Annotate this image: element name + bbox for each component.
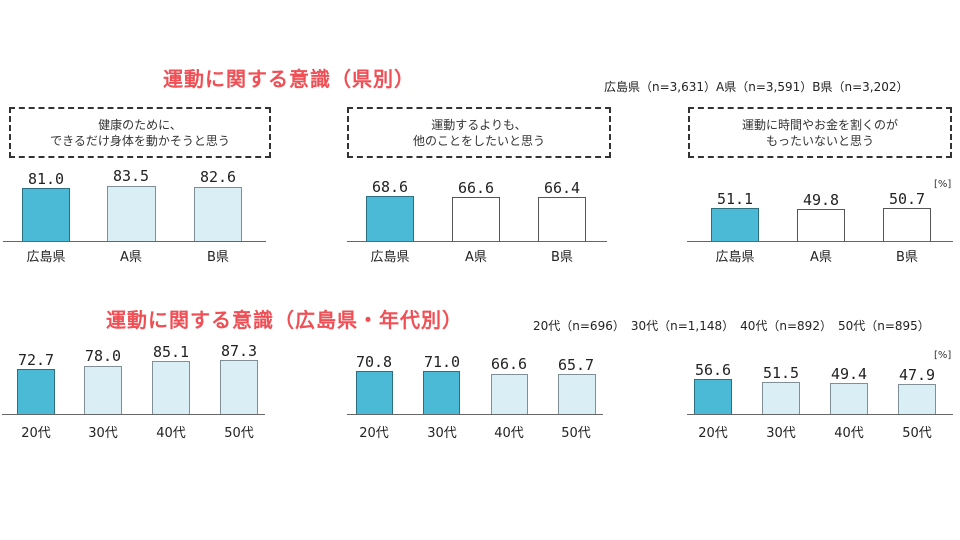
bar-40s — [830, 383, 868, 415]
bar-value: 66.6 — [490, 355, 528, 373]
baseline — [347, 414, 603, 415]
category-label: 20代 — [698, 426, 728, 441]
category-label: 50代 — [224, 426, 254, 441]
category-label: 50代 — [902, 426, 932, 441]
bar-value: 70.8 — [355, 353, 393, 371]
category-label: 50代 — [561, 426, 591, 441]
bar-value: 66.6 — [457, 179, 495, 197]
unit-label-bottom: [%] — [934, 350, 952, 361]
bar-b-prefecture — [194, 187, 242, 242]
bar-a-prefecture — [797, 209, 845, 242]
category-label: 30代 — [766, 426, 796, 441]
question-3-line1: 運動に時間やお金を割くのが — [741, 117, 898, 132]
category-label: 広島県 — [370, 250, 410, 265]
baseline — [687, 241, 953, 242]
category-label: 広島県 — [26, 250, 66, 265]
bar-value: 51.1 — [716, 190, 754, 208]
bar-hiroshima — [711, 208, 759, 242]
question-1-line1: 健康のために、 — [98, 117, 182, 132]
category-label: B県 — [551, 250, 573, 265]
bar-value: 83.5 — [112, 167, 150, 185]
bar-value: 49.4 — [830, 365, 868, 383]
bar-value: 85.1 — [152, 343, 190, 361]
bar-value: 47.9 — [898, 366, 936, 384]
category-label: A県 — [810, 250, 832, 265]
question-box-3: 運動に時間やお金を割くのが もったいないと思う — [688, 107, 952, 158]
bar-50s — [558, 374, 596, 415]
bar-50s — [220, 360, 258, 415]
bar-value: 65.7 — [557, 356, 595, 374]
section2-legend: 20代（n=696） 30代（n=1,148） 40代（n=892） 50代（n… — [533, 319, 930, 333]
bar-value: 56.6 — [694, 361, 732, 379]
bar-value: 49.8 — [802, 191, 840, 209]
bar-30s — [84, 366, 122, 415]
bar-value: 87.3 — [220, 342, 258, 360]
baseline — [2, 414, 265, 415]
category-label: 40代 — [834, 426, 864, 441]
question-box-2: 運動するよりも、 他のことをしたいと思う — [347, 107, 611, 158]
category-label: 30代 — [88, 426, 118, 441]
bar-40s — [152, 361, 190, 415]
category-label: 30代 — [427, 426, 457, 441]
bar-value: 71.0 — [423, 353, 461, 371]
unit-label-top: [%] — [934, 179, 952, 190]
baseline — [347, 241, 607, 242]
section1-title: 運動に関する意識（県別） — [163, 67, 415, 91]
bar-50s — [898, 384, 936, 415]
bar-value: 51.5 — [762, 364, 800, 382]
bar-value: 66.4 — [543, 179, 581, 197]
section2-title: 運動に関する意識（広島県・年代別） — [106, 308, 463, 332]
bar-hiroshima — [22, 188, 70, 242]
bar-value: 81.0 — [27, 170, 65, 188]
bar-value: 68.6 — [371, 178, 409, 196]
bar-b-prefecture — [883, 208, 931, 242]
category-label: 20代 — [359, 426, 389, 441]
bar-30s — [423, 371, 460, 415]
category-label: A県 — [120, 250, 142, 265]
category-label: B県 — [207, 250, 229, 265]
category-label: B県 — [896, 250, 918, 265]
bar-value: 50.7 — [888, 190, 926, 208]
category-label: A県 — [465, 250, 487, 265]
category-label: 広島県 — [715, 250, 755, 265]
bar-40s — [491, 374, 528, 415]
category-label: 40代 — [494, 426, 524, 441]
bar-a-prefecture — [452, 197, 500, 242]
section1-legend: 広島県（n=3,631）A県（n=3,591）B県（n=3,202） — [604, 80, 909, 94]
bar-value: 72.7 — [17, 351, 55, 369]
question-3-line2: もったいないと思う — [765, 133, 874, 148]
bar-20s — [17, 369, 55, 415]
bar-20s — [356, 371, 393, 415]
baseline — [687, 414, 953, 415]
question-2-line1: 運動するよりも、 — [431, 117, 527, 132]
bar-value: 78.0 — [84, 347, 122, 365]
question-1-line2: できるだけ身体を動かそうと思う — [50, 133, 230, 148]
bar-a-prefecture — [107, 186, 156, 242]
category-label: 20代 — [21, 426, 51, 441]
bar-20s — [694, 379, 732, 415]
bar-hiroshima — [366, 196, 414, 242]
question-2-line2: 他のことをしたいと思う — [412, 133, 545, 148]
bar-b-prefecture — [538, 197, 586, 242]
bar-30s — [762, 382, 800, 415]
bar-value: 82.6 — [199, 168, 237, 186]
category-label: 40代 — [156, 426, 186, 441]
baseline — [3, 241, 266, 242]
question-box-1: 健康のために、 できるだけ身体を動かそうと思う — [9, 107, 271, 158]
